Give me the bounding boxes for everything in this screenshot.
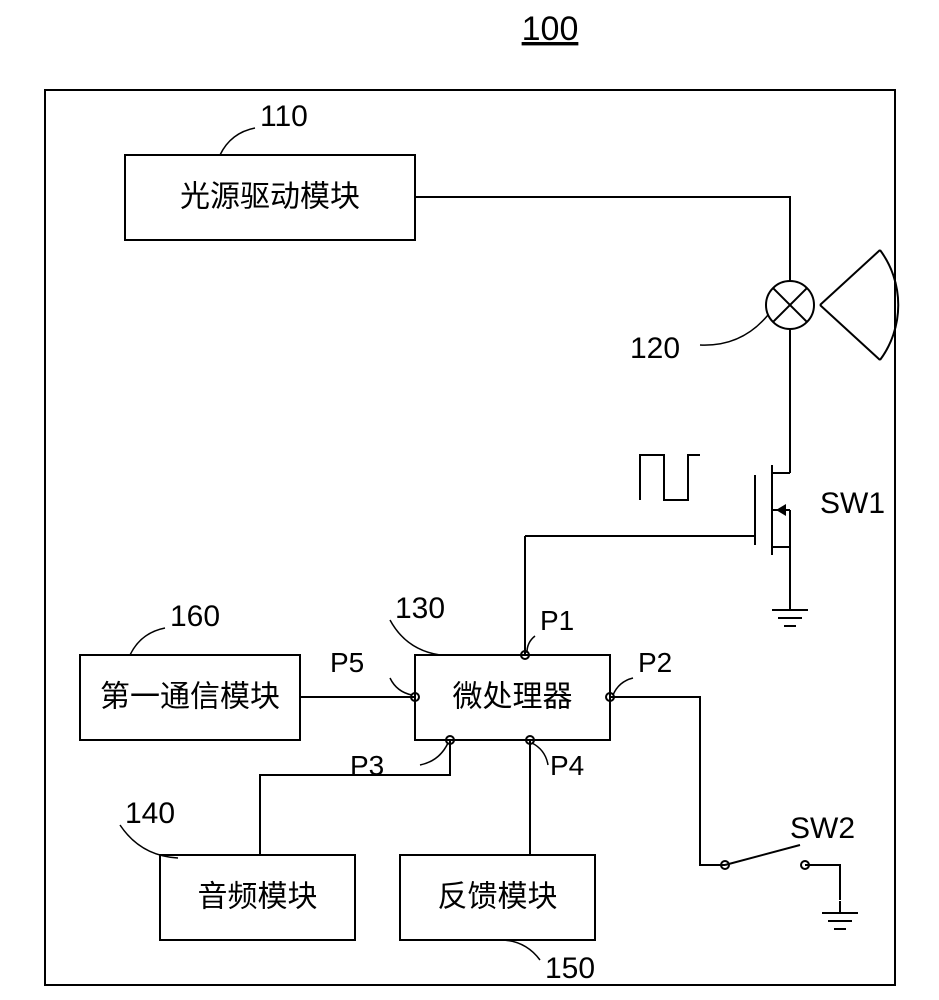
pin-label-p5: P5: [330, 647, 364, 678]
first-comm-module-label: 第一通信模块: [100, 680, 280, 713]
feedback-module-label: 反馈模块: [438, 880, 558, 913]
switch-sw2-icon: SW2: [721, 812, 855, 869]
pin-label-p3: P3: [350, 750, 384, 781]
microprocessor-box: 微处理器: [415, 655, 610, 740]
wire-driver_to_lamp: [415, 197, 790, 281]
pin-label-p4: P4: [550, 750, 584, 781]
light-driver-module-label: 光源驱动模块: [180, 180, 360, 213]
ref-lamp: 120: [630, 332, 680, 365]
lamp-icon: [766, 281, 814, 329]
figure-title: 100: [522, 10, 579, 48]
feedback-module-box: 反馈模块: [400, 855, 595, 940]
light-driver-module-box: 光源驱动模块: [125, 155, 415, 240]
light-cone-icon: [820, 250, 898, 360]
ref-feedback: 150: [545, 952, 595, 985]
ref-comm: 160: [170, 600, 220, 633]
ref-audio: 140: [125, 797, 175, 830]
mosfet-sw1-icon: SW1: [755, 430, 885, 580]
audio-module-box: 音频模块: [160, 855, 355, 940]
pin-label-p1: P1: [540, 605, 574, 636]
first-comm-module-box: 第一通信模块: [80, 655, 300, 740]
wire-sw2_to_ground: [805, 865, 840, 900]
microprocessor-label: 微处理器: [453, 680, 573, 713]
wire-p2_to_sw2: [610, 697, 725, 865]
sw2-label: SW2: [790, 812, 855, 845]
sw1-label: SW1: [820, 487, 885, 520]
pin-label-p2: P2: [638, 647, 672, 678]
ref-light_driver: 110: [260, 100, 308, 133]
audio-module-label: 音频模块: [198, 880, 318, 913]
outer-frame: [45, 90, 895, 985]
pulse-waveform-icon: [640, 455, 700, 500]
ref-micro: 130: [395, 592, 445, 625]
